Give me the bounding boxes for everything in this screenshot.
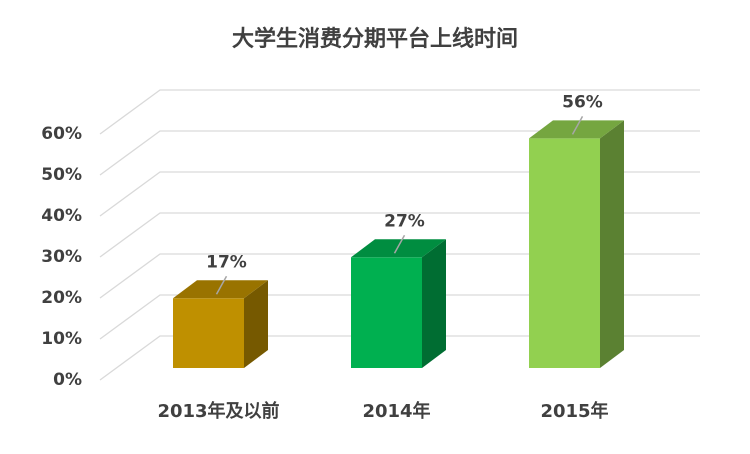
x-tick-label: 2013年及以前: [157, 400, 279, 422]
y-tick-label: 20%: [41, 288, 82, 308]
grid-line: [99, 253, 700, 299]
leader-line: [571, 116, 584, 135]
bar-top: [173, 280, 268, 299]
grid-line: [99, 171, 700, 217]
x-tick-label: 2014年: [362, 400, 430, 422]
bar-top: [351, 239, 446, 258]
grid-line: [99, 212, 700, 258]
bar: [173, 298, 244, 368]
bar-side: [422, 239, 446, 368]
value-label: 17%: [206, 252, 247, 272]
x-tick-label: 2015年: [540, 400, 608, 422]
y-tick-label: 50%: [41, 165, 82, 185]
grid-line: [99, 294, 700, 340]
y-tick-label: 30%: [41, 247, 82, 267]
grid-line: [99, 130, 700, 176]
value-label: 56%: [562, 92, 603, 112]
leader-line: [215, 275, 228, 295]
leader-line: [393, 234, 406, 254]
bar-side: [244, 280, 268, 368]
grid-line: [99, 89, 700, 135]
y-tick-label: 40%: [41, 206, 82, 226]
bar-side: [600, 120, 624, 369]
bar: [351, 257, 422, 368]
grid-line: [99, 335, 700, 381]
chart-title: 大学生消费分期平台上线时间: [232, 26, 518, 52]
bar-top: [529, 120, 624, 139]
y-tick-label: 60%: [41, 124, 82, 144]
y-tick-label: 0%: [53, 370, 82, 390]
bar: [529, 138, 600, 368]
y-tick-label: 10%: [41, 329, 82, 349]
value-label: 27%: [384, 211, 425, 231]
